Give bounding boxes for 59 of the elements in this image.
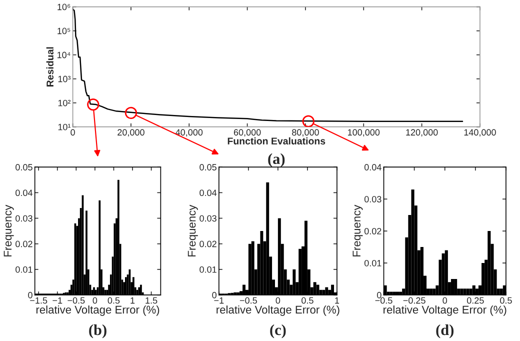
x-tick-label: 1	[335, 297, 340, 304]
y-tick-label: 10⁶	[58, 4, 70, 10]
x-tick-label: 120,000	[406, 129, 438, 137]
x-axis-title: Function Evaluations	[228, 137, 326, 144]
x-tick-label: 0	[92, 297, 98, 304]
x-tick-label: 0.5	[108, 297, 120, 304]
y-tick-label: 10³	[58, 76, 71, 82]
text: (c)	[270, 324, 286, 338]
y-tick-label: 0	[377, 292, 382, 298]
y-tick-label: 10²	[58, 100, 71, 106]
y-tick-label: 0.01	[16, 266, 32, 273]
y-axis-title: Frequency	[352, 204, 363, 256]
x-tick-label: 140,000	[464, 129, 496, 137]
x-tick-label: 100,000	[348, 129, 380, 137]
y-tick-label: 0.02	[364, 228, 382, 234]
y-tick-label: 0.04	[364, 164, 382, 170]
y-tick-label: 0.04	[16, 190, 32, 196]
y-tick-label: 0.03	[200, 215, 216, 222]
y-tick-label: 0.03	[364, 196, 382, 202]
y-tick-label: 0.05	[16, 164, 32, 170]
y-tick-label: 0.02	[200, 240, 216, 248]
x-tick-label: −0.5	[375, 297, 392, 304]
y-tick-label: 10⁵	[58, 28, 70, 34]
x-tick-label: −0.25	[403, 297, 426, 304]
y-tick-label: 0.02	[16, 240, 32, 248]
x-axis-title: relative Voltage Error (%)	[384, 305, 506, 316]
y-tick-label: 0.04	[200, 190, 217, 196]
x-tick-label: −0.5	[240, 297, 257, 304]
x-tick-label: −1	[214, 297, 224, 304]
x-tick-label: 40,000	[176, 129, 203, 137]
y-axis-title: Residual	[46, 47, 54, 86]
x-tick-label: 0.25	[466, 297, 484, 304]
y-tick-label: 10¹	[58, 124, 71, 130]
y-axis-title: Frequency	[188, 204, 198, 256]
x-axis-title: relative Voltage Error (%)	[36, 305, 160, 316]
y-tick-label: 0.03	[16, 215, 32, 222]
y-tick-label: 0	[28, 292, 32, 298]
annotation: (a)	[268, 153, 285, 168]
text: (d)	[436, 324, 454, 338]
x-tick-label: 60,000	[234, 129, 261, 137]
x-tick-label: 0	[276, 297, 280, 304]
x-tick-label: −1	[52, 297, 62, 304]
y-tick-label: 0.01	[200, 266, 216, 273]
x-tick-label: 0.5	[302, 297, 314, 304]
y-tick-label: 0.05	[200, 164, 216, 170]
y-tick-label: 0.01	[364, 260, 382, 266]
y-tick-label: 0	[212, 292, 216, 298]
x-tick-label: 0	[442, 297, 448, 304]
x-tick-label: −1.5	[30, 297, 48, 304]
x-tick-label: −0.5	[68, 297, 85, 304]
x-tick-label: 1	[130, 297, 135, 304]
x-tick-label: 1.5	[146, 297, 158, 304]
x-tick-label: 20,000	[118, 129, 144, 137]
x-tick-label: 0.5	[500, 297, 512, 304]
text: (b)	[89, 324, 106, 338]
x-tick-label: 80,000	[292, 129, 319, 137]
y-axis-title: Frequency	[4, 204, 14, 256]
y-tick-label: 10⁴	[57, 52, 70, 58]
x-axis-title: relative Voltage Error (%)	[216, 305, 340, 316]
